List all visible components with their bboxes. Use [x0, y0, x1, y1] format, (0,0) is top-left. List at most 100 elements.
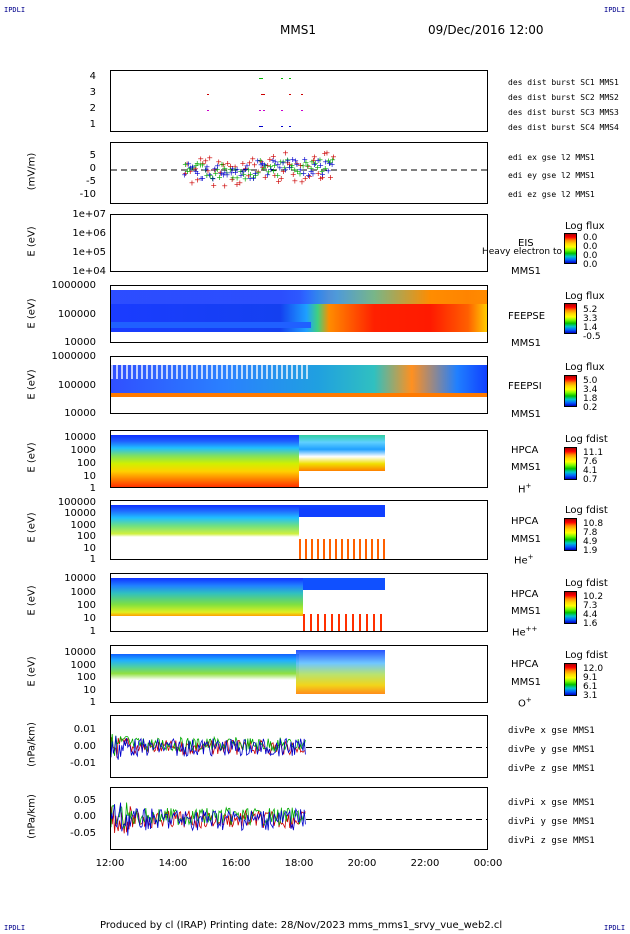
corner-label-bottom-right: IPDLI [604, 924, 626, 932]
edi-point: + [250, 174, 257, 183]
feepse-ytick-1e4: 10000 [64, 337, 96, 348]
edi-point: + [265, 168, 272, 177]
hpca-o-species-label: O+ [518, 696, 532, 709]
eis-panel [110, 214, 488, 272]
burst-legend-sc2: des dist burst SC2 MMS2 [508, 93, 619, 102]
edi-point: + [270, 167, 277, 176]
edi-point: + [227, 165, 234, 174]
edi-point: + [237, 167, 244, 176]
hpca-he-cb-v3: 4.9 [583, 537, 598, 547]
edi-point: + [289, 155, 296, 164]
edi-point: + [259, 159, 266, 168]
edi-point: + [199, 161, 206, 170]
edi-ytick-0: 0 [89, 163, 96, 174]
edi-legend-ex: edi ex gse l2 MMS1 [508, 153, 595, 162]
edi-point: + [210, 174, 217, 183]
edi-point: + [224, 159, 231, 168]
edi-point: + [246, 159, 253, 168]
edi-point: + [186, 165, 193, 174]
edi-panel: + + + + + + + + + + + + + + + + + + + + + + + + + + + + + + + + + + + + + + + +… [110, 142, 488, 204]
edi-point: + [202, 166, 209, 175]
hpca-o-instrument-label: HPCA [511, 659, 539, 670]
edi-point: + [182, 169, 189, 178]
edi-point: + [205, 167, 212, 176]
edi-point: + [278, 174, 285, 183]
hpca-hepp-colorbar-values: 10.2 7.3 4.4 1.6 [583, 593, 603, 629]
edi-point: + [206, 154, 213, 163]
edi-point: + [289, 161, 296, 170]
edi-point: + [301, 155, 308, 164]
feepsi-ytick-1e5: 100000 [57, 380, 96, 391]
edi-point: + [257, 156, 264, 165]
feepse-cb-v1: 5.2 [583, 305, 598, 315]
edi-point: + [212, 165, 219, 174]
hpca-h-cb-v2: 7.6 [583, 457, 598, 467]
burst-ytick-3: 3 [89, 87, 96, 98]
edi-marks: ++++++++++++++++++++++++++++++++++++++++… [111, 149, 487, 191]
hpca-o-ytick-1e2: 100 [76, 672, 96, 683]
hpca-he-cb-v1: 10.8 [583, 519, 604, 529]
edi-point: + [218, 169, 225, 178]
edi-point: + [238, 171, 245, 180]
edi-point: + [181, 171, 188, 180]
hpca-he-species-charge: + [527, 553, 534, 561]
edi-point: + [187, 163, 194, 172]
edi-point: + [282, 166, 289, 175]
hpca-he-panel [110, 500, 488, 560]
edi-point: + [311, 160, 318, 169]
edi-point: + [302, 174, 309, 183]
edi-point: + [275, 177, 282, 186]
edi-point: + [222, 168, 229, 177]
edi-point: + [185, 159, 192, 168]
feepse-colorbar-title: Log flux [565, 291, 605, 302]
edi-point: + [220, 170, 227, 179]
edi-point: + [290, 170, 297, 179]
feepsi-colorbar-values: 5.0 3.4 1.8 0.2 [583, 377, 597, 413]
edi-point: + [268, 165, 275, 174]
hpca-o-cb-v3: 6.1 [583, 682, 598, 692]
edi-point: + [251, 160, 258, 169]
burst-marker [289, 126, 291, 127]
edi-point: + [242, 164, 249, 173]
xtick-2000: 20:00 [347, 858, 377, 869]
hpca-o-ytick-10: 10 [83, 685, 96, 696]
burst-legend-sc4: des dist burst SC4 MMS4 [508, 123, 619, 132]
burst-marker [281, 126, 283, 127]
edi-point: + [204, 171, 211, 180]
hpca-h-cb-v1: 11.1 [583, 448, 604, 458]
hpca-h-spectrogram-late [299, 435, 385, 471]
edi-point: + [204, 162, 211, 171]
edi-point: + [232, 168, 239, 177]
hpca-hepp-cb-v2: 7.3 [583, 601, 598, 611]
edi-point: + [254, 156, 261, 165]
edi-point: + [327, 173, 334, 182]
hpca-h-panel [110, 430, 488, 488]
xtick-1600: 16:00 [221, 858, 251, 869]
feepse-ytick-1e5: 100000 [57, 309, 96, 320]
edi-point: + [197, 154, 204, 163]
hpca-hepp-spacecraft-label: MMS1 [511, 606, 541, 617]
edi-point: + [224, 170, 231, 179]
divpi-ytick-m05: -0.05 [70, 828, 96, 839]
burst-marker [289, 78, 291, 79]
edi-point: + [299, 178, 306, 187]
divpi-trace [111, 802, 306, 829]
hpca-he-ytick-1e3: 1000 [70, 520, 96, 531]
edi-point: + [199, 174, 206, 183]
hpca-h-ytick-1: 1 [89, 483, 96, 494]
edi-point: + [322, 157, 329, 166]
edi-point: + [197, 160, 204, 169]
edi-point: + [189, 164, 196, 173]
edi-point: + [184, 167, 191, 176]
hpca-hepp-ytick-10: 10 [83, 613, 96, 624]
edi-point: + [311, 153, 318, 162]
edi-point: + [317, 174, 324, 183]
edi-point: + [245, 172, 252, 181]
burst-marker [261, 94, 263, 95]
hpca-h-colorbar-values: 11.1 7.6 4.1 0.7 [583, 449, 603, 485]
edi-point: + [220, 160, 227, 169]
edi-point: + [330, 152, 337, 161]
eis-cb-v4: 0.0 [583, 260, 598, 270]
edi-point: + [227, 162, 234, 171]
edi-point: + [300, 169, 307, 178]
